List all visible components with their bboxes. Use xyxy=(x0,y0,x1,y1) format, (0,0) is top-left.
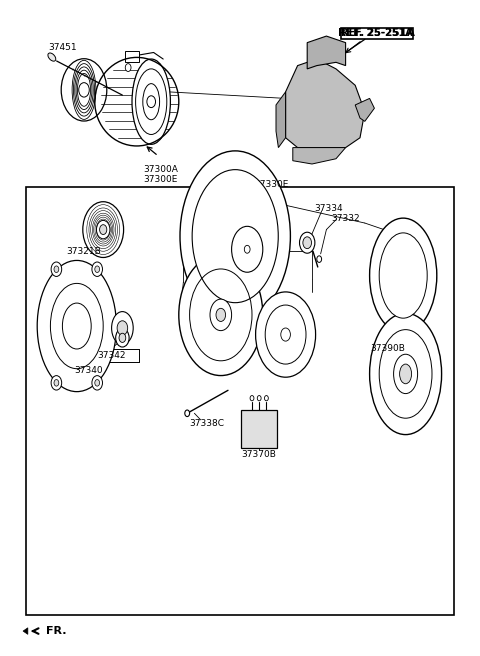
Ellipse shape xyxy=(51,262,62,276)
Text: FR.: FR. xyxy=(46,626,66,636)
Bar xyxy=(241,410,277,448)
Ellipse shape xyxy=(185,410,190,417)
Ellipse shape xyxy=(92,376,103,390)
Polygon shape xyxy=(286,59,365,148)
Polygon shape xyxy=(293,148,346,164)
Ellipse shape xyxy=(317,256,322,262)
Ellipse shape xyxy=(54,266,59,272)
Text: 37332: 37332 xyxy=(331,214,360,223)
Ellipse shape xyxy=(48,53,56,61)
Text: 37338C: 37338C xyxy=(189,419,224,428)
Ellipse shape xyxy=(92,262,103,276)
Bar xyxy=(341,28,413,39)
Ellipse shape xyxy=(244,245,250,253)
Ellipse shape xyxy=(180,151,290,321)
Ellipse shape xyxy=(281,328,290,341)
Ellipse shape xyxy=(95,266,100,272)
Ellipse shape xyxy=(379,233,427,318)
Ellipse shape xyxy=(179,254,263,375)
Bar xyxy=(26,187,454,615)
Text: 37390B: 37390B xyxy=(371,344,405,354)
Ellipse shape xyxy=(117,321,128,335)
Ellipse shape xyxy=(216,308,226,321)
Ellipse shape xyxy=(95,380,100,386)
Ellipse shape xyxy=(370,314,442,435)
Text: 37367C: 37367C xyxy=(228,240,262,249)
Text: 37342: 37342 xyxy=(97,351,126,360)
Ellipse shape xyxy=(111,312,133,344)
Ellipse shape xyxy=(303,237,312,249)
Ellipse shape xyxy=(250,396,254,401)
Ellipse shape xyxy=(51,376,61,390)
Ellipse shape xyxy=(264,396,268,401)
Ellipse shape xyxy=(54,380,59,386)
Ellipse shape xyxy=(132,59,170,144)
Ellipse shape xyxy=(96,220,110,239)
Text: 37340: 37340 xyxy=(74,366,103,375)
Polygon shape xyxy=(23,628,28,634)
Ellipse shape xyxy=(125,64,131,72)
Text: 37370B: 37370B xyxy=(242,450,276,459)
Ellipse shape xyxy=(210,299,232,331)
Ellipse shape xyxy=(116,329,129,347)
Ellipse shape xyxy=(37,260,117,392)
Text: 37334: 37334 xyxy=(314,204,343,213)
Ellipse shape xyxy=(300,232,315,253)
Ellipse shape xyxy=(370,218,437,333)
Bar xyxy=(125,51,139,62)
Polygon shape xyxy=(276,92,286,148)
Ellipse shape xyxy=(232,226,263,272)
Polygon shape xyxy=(307,36,346,69)
Text: 37451: 37451 xyxy=(48,43,77,52)
Text: REF. 25-251A: REF. 25-251A xyxy=(338,28,415,38)
Text: REF. 25-251A: REF. 25-251A xyxy=(341,28,413,38)
Ellipse shape xyxy=(394,354,418,394)
Ellipse shape xyxy=(257,396,261,401)
Ellipse shape xyxy=(399,364,411,384)
Ellipse shape xyxy=(255,292,316,377)
Ellipse shape xyxy=(119,333,126,342)
Ellipse shape xyxy=(147,96,156,108)
Ellipse shape xyxy=(192,170,278,302)
Ellipse shape xyxy=(83,201,124,257)
Text: 37300A: 37300A xyxy=(144,165,178,174)
Ellipse shape xyxy=(100,224,107,234)
Ellipse shape xyxy=(183,192,229,260)
Text: 37321B: 37321B xyxy=(67,247,101,256)
Polygon shape xyxy=(355,98,374,121)
Ellipse shape xyxy=(79,83,89,97)
Text: 37330E: 37330E xyxy=(254,180,288,190)
Text: 37300E: 37300E xyxy=(144,174,178,184)
